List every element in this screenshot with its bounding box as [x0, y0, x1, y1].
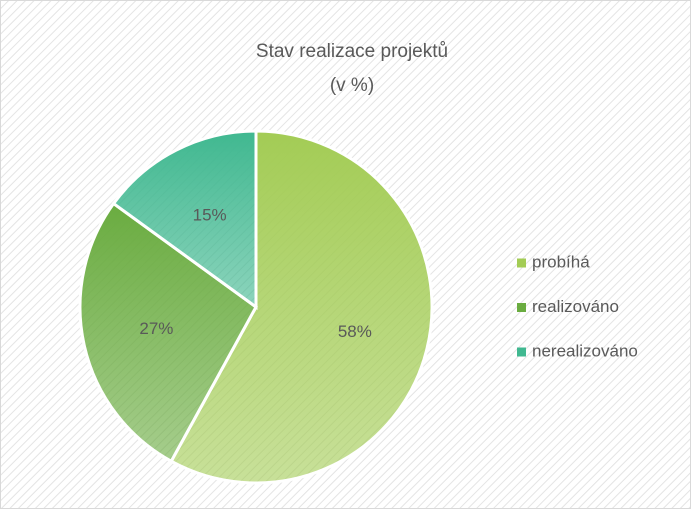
- data-label: 27%: [139, 319, 173, 338]
- legend-swatch: [517, 303, 526, 312]
- legend-swatch: [517, 258, 526, 268]
- data-label: 58%: [338, 322, 372, 341]
- chart-subtitle: (v %): [330, 75, 374, 96]
- data-label: 15%: [193, 206, 227, 225]
- legend-label: probíhá: [532, 252, 590, 271]
- legend-label: realizováno: [532, 297, 619, 316]
- legend-swatch: [517, 347, 526, 357]
- chart-title: Stav realizace projektů: [256, 41, 448, 62]
- pie-slice: [78, 201, 258, 464]
- pie-slice: [169, 129, 434, 485]
- legend-label: nerealizováno: [532, 341, 638, 360]
- pie-slice: [111, 129, 258, 310]
